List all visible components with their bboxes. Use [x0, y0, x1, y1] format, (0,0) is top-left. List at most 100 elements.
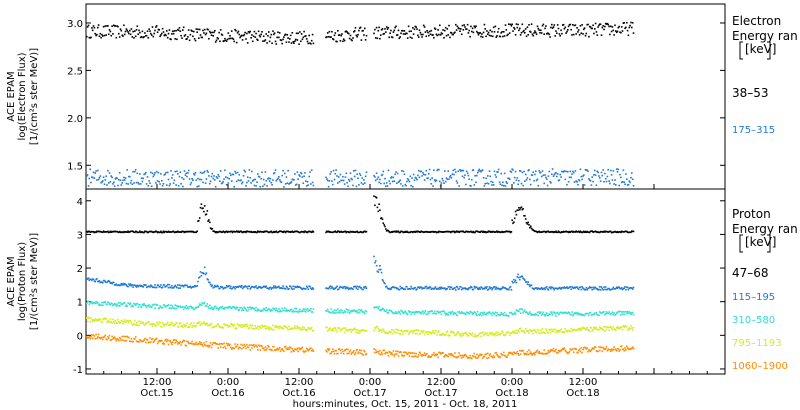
data-point: [416, 332, 418, 335]
x-tick-time-label: 12:00: [569, 377, 598, 388]
data-point: [388, 231, 390, 233]
data-point: [356, 310, 358, 312]
data-point: [174, 324, 176, 326]
data-point: [580, 329, 583, 331]
data-point: [332, 183, 334, 186]
data-point: [629, 328, 631, 331]
data-point: [515, 352, 518, 355]
data-point: [470, 25, 472, 28]
data-point: [409, 36, 412, 39]
data-point: [281, 287, 283, 290]
data-point: [273, 33, 275, 36]
data-point: [468, 357, 470, 359]
data-point: [466, 172, 469, 175]
data-point: [285, 308, 288, 311]
data-point: [464, 353, 466, 356]
data-point: [86, 337, 89, 339]
data-point: [380, 309, 383, 311]
data-point: [273, 32, 276, 34]
data-point: [535, 170, 537, 172]
data-point: [346, 31, 348, 33]
data-point: [308, 327, 310, 329]
data-point: [330, 308, 332, 310]
data-point: [601, 350, 604, 353]
data-point: [353, 350, 355, 352]
data-point: [500, 288, 502, 290]
data-point: [618, 184, 620, 187]
data-point: [397, 355, 400, 357]
data-point: [209, 281, 211, 284]
data-point: [364, 231, 367, 233]
data-point: [287, 309, 289, 311]
data-point: [193, 38, 196, 40]
data-point: [201, 36, 203, 39]
data-point: [343, 331, 346, 334]
data-point: [442, 287, 444, 289]
data-point: [334, 327, 337, 329]
data-point: [596, 170, 599, 173]
data-point: [534, 30, 536, 32]
data-point: [389, 287, 391, 290]
data-point: [529, 353, 531, 355]
data-point: [116, 338, 118, 340]
data-point: [613, 231, 615, 233]
data-point: [620, 231, 622, 234]
data-point: [284, 288, 287, 290]
data-point: [91, 334, 93, 336]
data-point: [581, 351, 583, 354]
data-point: [97, 336, 99, 338]
data-point: [251, 347, 253, 349]
data-point: [416, 28, 418, 30]
data-point: [464, 332, 466, 334]
data-point: [227, 182, 230, 184]
data-point: [410, 330, 412, 333]
data-point: [481, 332, 483, 334]
data-point: [148, 28, 150, 30]
data-point: [576, 181, 578, 183]
data-point: [105, 34, 107, 36]
data-point: [250, 325, 252, 327]
data-point: [575, 329, 577, 332]
data-point: [561, 331, 563, 334]
data-point: [632, 347, 635, 350]
data-point: [518, 331, 520, 333]
data-point: [606, 231, 609, 233]
data-point: [476, 171, 479, 174]
data-point: [376, 178, 379, 180]
data-point: [527, 353, 529, 356]
data-point: [155, 304, 158, 306]
data-point: [524, 215, 526, 217]
data-point: [195, 306, 198, 309]
data-point: [214, 305, 216, 308]
data-point: [413, 352, 416, 355]
data-point: [629, 24, 631, 27]
data-point: [289, 38, 291, 40]
data-point: [271, 349, 273, 352]
data-point: [545, 286, 548, 288]
data-point: [434, 329, 437, 332]
data-point: [545, 312, 548, 314]
data-point: [571, 311, 573, 313]
data-point: [128, 283, 130, 285]
data-point: [448, 286, 450, 288]
data-point: [152, 286, 155, 288]
data-point: [384, 352, 386, 355]
data-point: [460, 311, 463, 313]
data-point: [344, 287, 347, 290]
data-point: [532, 34, 535, 37]
data-point: [150, 306, 153, 309]
data-point: [481, 33, 483, 35]
data-point: [559, 311, 561, 314]
data-point: [140, 177, 143, 179]
data-point: [229, 287, 231, 290]
data-point: [118, 284, 120, 286]
data-point: [534, 230, 536, 233]
data-point: [631, 347, 633, 350]
data-point: [214, 230, 216, 233]
data-point: [177, 306, 180, 308]
data-point: [269, 36, 272, 39]
data-point: [252, 179, 255, 181]
data-point: [174, 170, 176, 173]
data-point: [547, 32, 550, 35]
data-point: [611, 26, 614, 28]
